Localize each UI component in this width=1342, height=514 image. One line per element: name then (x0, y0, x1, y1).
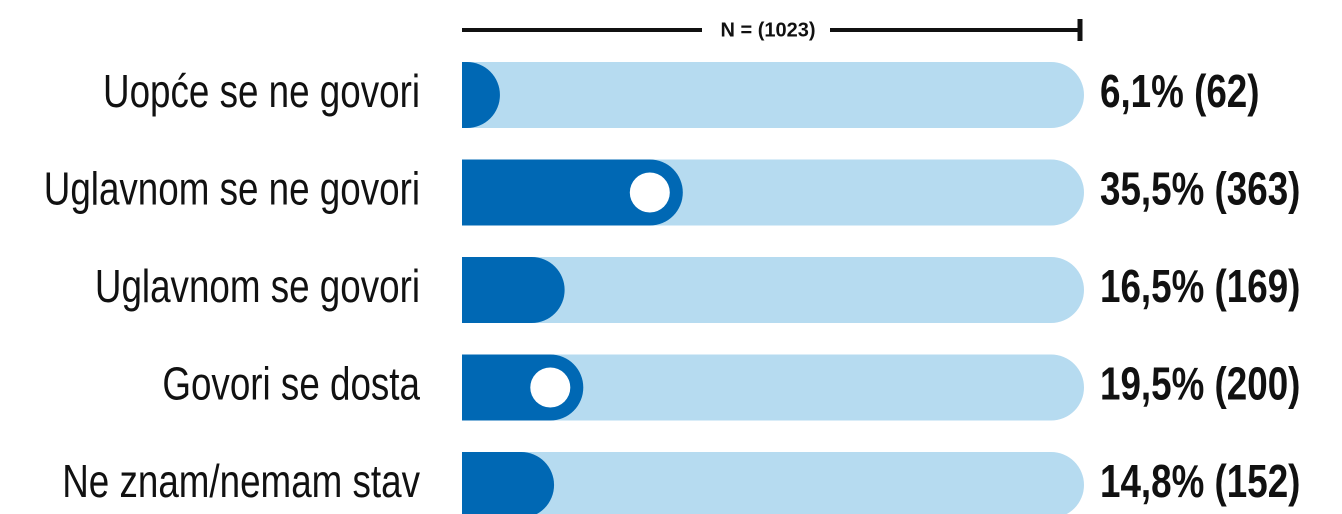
bar (462, 159, 683, 226)
bar-marker (629, 172, 670, 213)
value-label: 6,1% (62) (1100, 65, 1259, 117)
bar-marker (530, 367, 571, 408)
bar (462, 62, 500, 128)
n-label: N = (1023) (720, 19, 815, 41)
bar-track (462, 257, 1084, 323)
value-label: 14,8% (152) (1100, 455, 1300, 507)
bar (462, 452, 555, 514)
n-label-bg (702, 16, 830, 44)
category-label: Uglavnom se govori (95, 260, 420, 312)
bar (462, 257, 565, 323)
bar-track (462, 62, 1084, 128)
value-label: 19,5% (200) (1100, 358, 1300, 410)
category-label: Uglavnom se ne govori (44, 163, 420, 215)
value-label: 16,5% (169) (1100, 260, 1300, 312)
category-label: Ne znam/nemam stav (62, 455, 420, 507)
bar-track (462, 452, 1084, 514)
value-label: 35,5% (363) (1100, 163, 1300, 215)
bar-track (462, 354, 1085, 421)
category-label: Govori se dosta (162, 358, 420, 410)
category-label: Uopće se ne govori (103, 65, 420, 117)
